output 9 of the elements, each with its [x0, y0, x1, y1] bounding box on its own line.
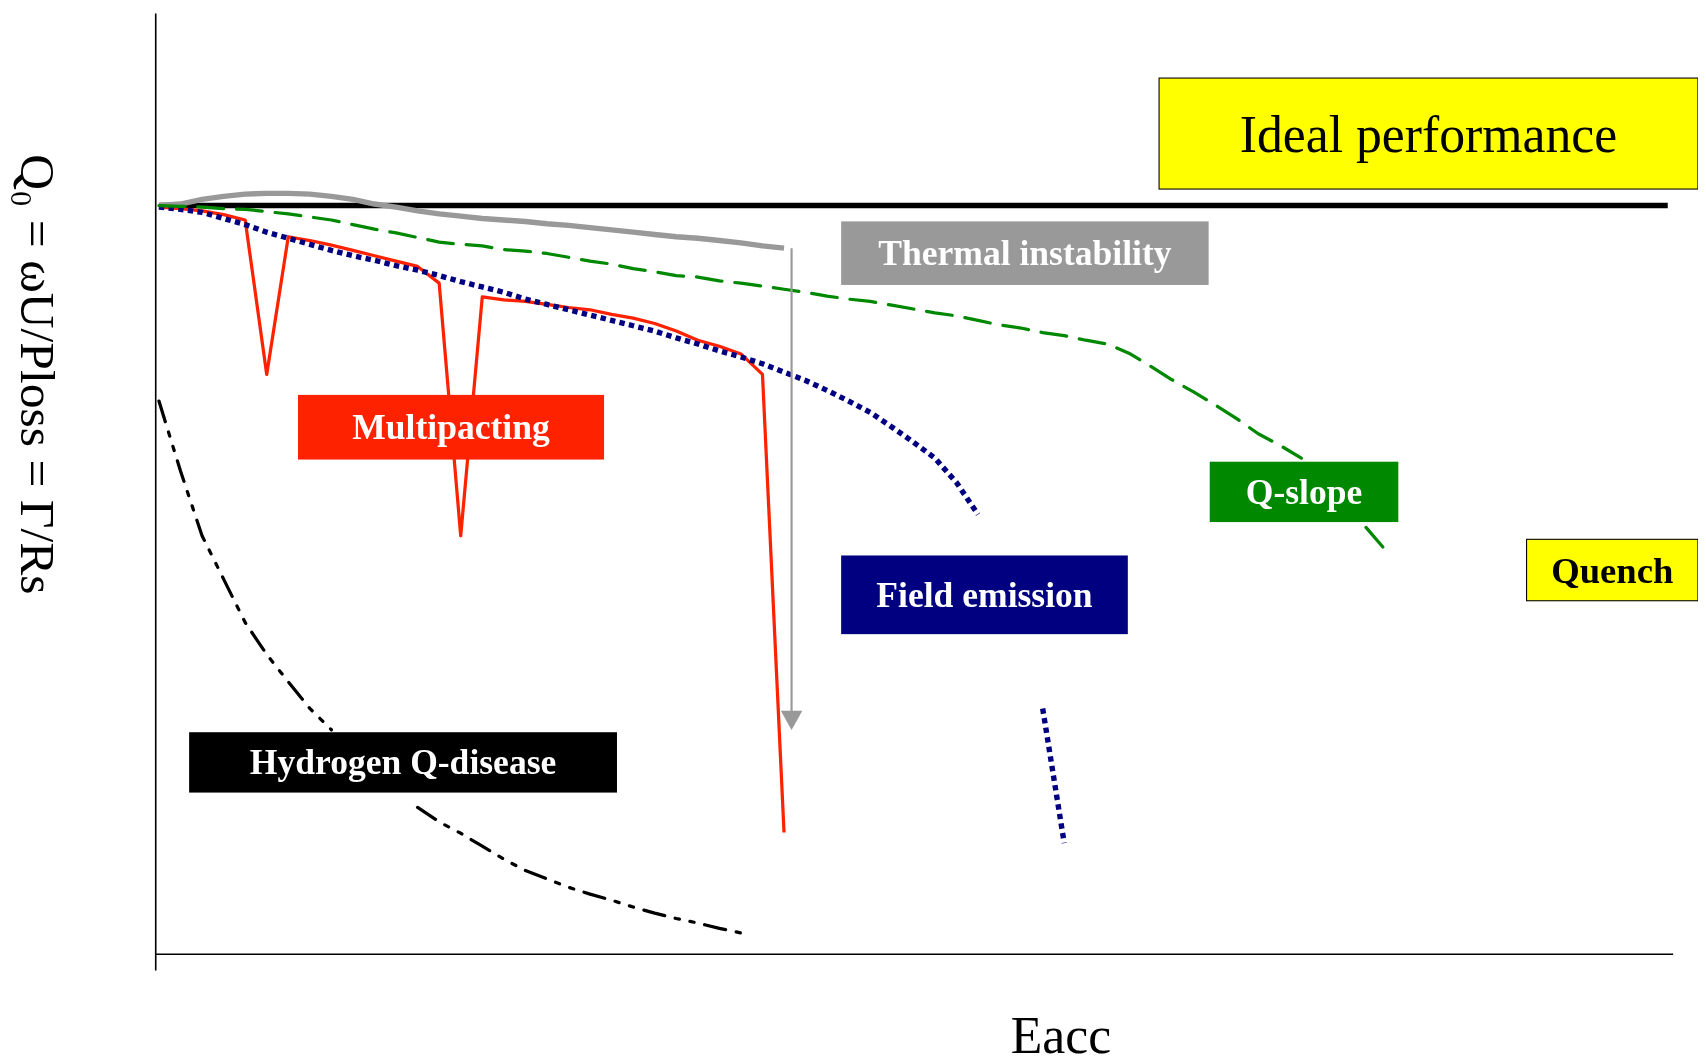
text: Field emission [876, 574, 1093, 615]
annotation: Quench [1551, 549, 1674, 591]
y-axis-title: Q₀ = ωU/Ploss = Γ/Rs [10, 154, 66, 595]
series-label: Hydrogen Q-disease [249, 742, 557, 783]
series-label: Q-slope [1245, 471, 1363, 512]
text: Ideal performance [1239, 105, 1618, 163]
text: Thermal instability [878, 233, 1172, 274]
x-axis-title: Eacc [1010, 1007, 1112, 1064]
series-label: Multipacting [352, 407, 550, 448]
